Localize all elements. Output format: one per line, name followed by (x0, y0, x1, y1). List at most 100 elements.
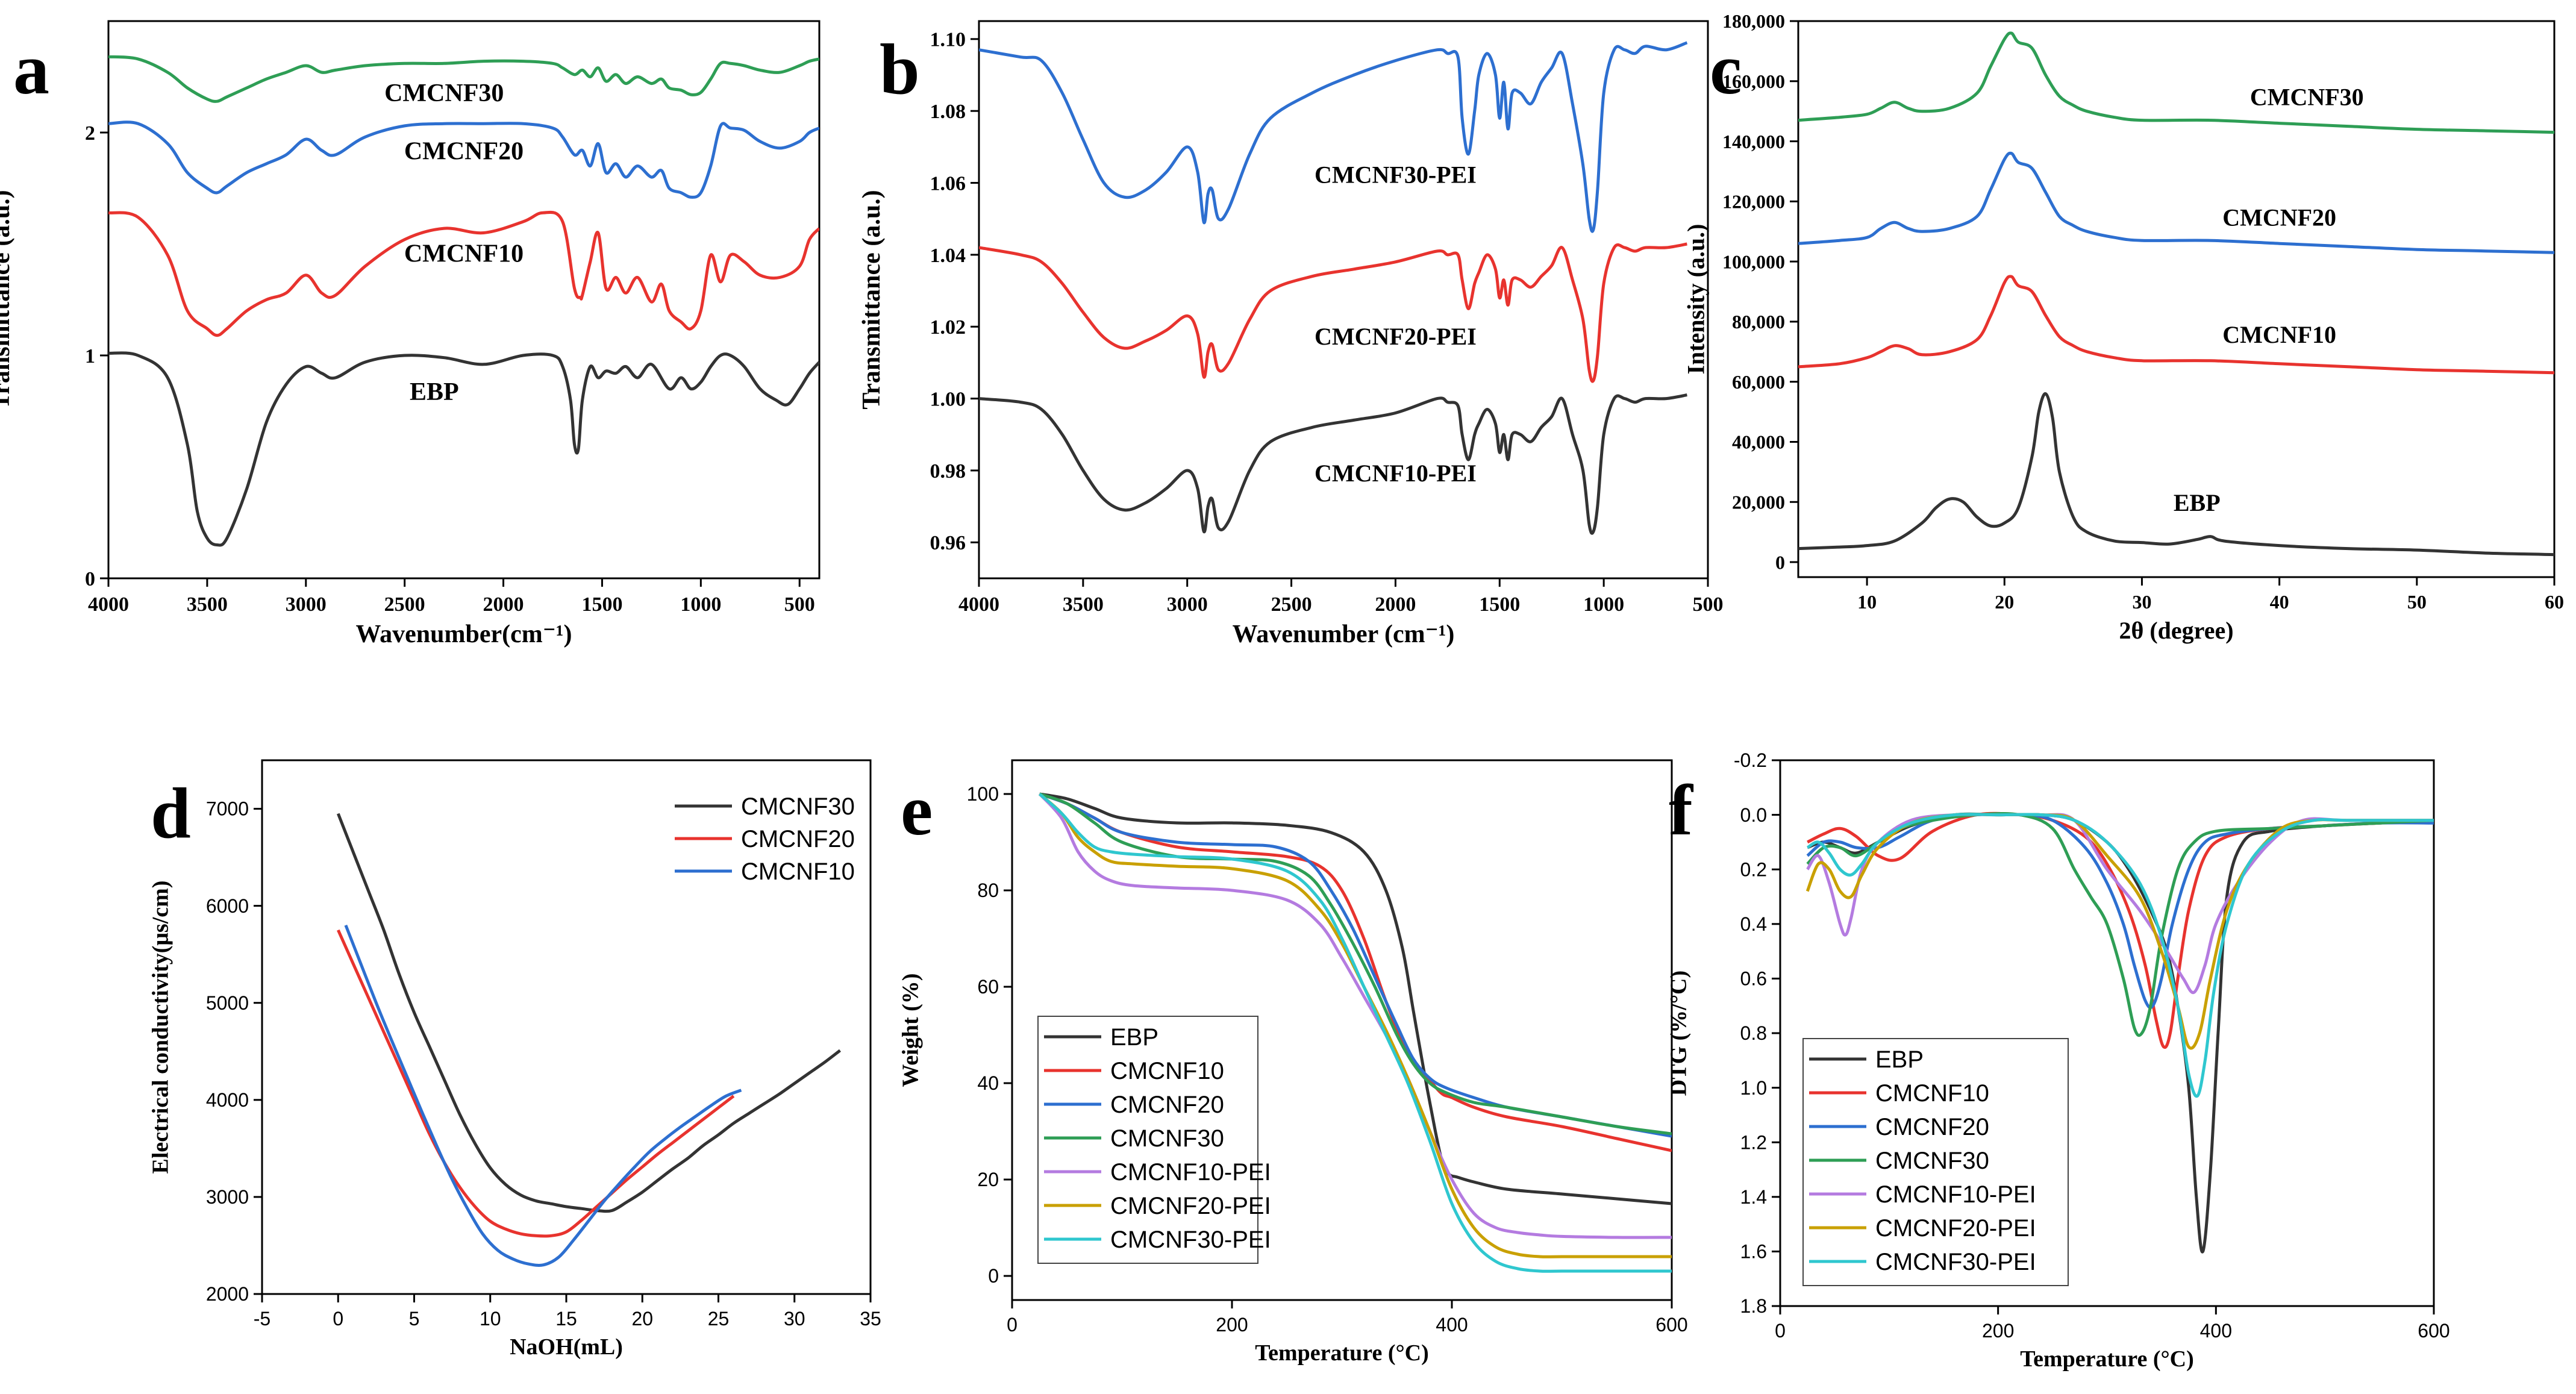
y-tick-label: 1.04 (930, 245, 966, 267)
x-tick-label: 3500 (187, 593, 228, 616)
y-tick-label: 4000 (206, 1089, 249, 1111)
x-tick-label: 0 (1007, 1314, 1018, 1336)
panel-letter: a (13, 29, 49, 109)
x-tick-label: 35 (860, 1308, 881, 1330)
x-tick-label: -5 (254, 1308, 270, 1330)
x-tick-label: 500 (1693, 593, 1724, 616)
series-annotation: EBP (2174, 489, 2221, 516)
legend-frame (1037, 1016, 1258, 1264)
y-tick-label: 7000 (206, 798, 249, 820)
y-tick-label: 60,000 (1732, 371, 1785, 393)
series-line-cmcnf10-pei (1806, 813, 2434, 995)
y-tick-label: 0 (1775, 551, 1785, 573)
y-tick-label: 0.2 (1740, 858, 1767, 880)
legend-label: CMCNF30-PEI (1875, 1249, 2036, 1275)
legend-label: EBP (1875, 1046, 1924, 1073)
x-tick-label: 2000 (1375, 593, 1416, 616)
y-tick-label: 80 (977, 880, 999, 901)
y-tick-label: 40 (977, 1072, 999, 1094)
legend-label: CMCNF10 (1110, 1058, 1224, 1084)
series-line-cmcnf30-pei (1806, 813, 2434, 1098)
legend-label: CMCNF30 (1110, 1125, 1224, 1152)
y-tick-label: 180,000 (1722, 10, 1785, 32)
series-annotation: CMCNF30-PEI (1315, 161, 1477, 189)
series-line-cmcnf30 (336, 813, 842, 1213)
x-tick-label: 1000 (1583, 593, 1624, 616)
x-tick-label: 2000 (483, 593, 524, 616)
x-tick-label: 4000 (88, 593, 129, 616)
series-line-cmcnf30-pei (1038, 793, 1672, 1273)
panel-e: e 0 200 400 600 0 20 40 60 80 100 Temperature (°C) W… (898, 759, 1688, 1366)
series-line-cmcnf30 (1039, 792, 1672, 1136)
y-tick-label: 80,000 (1732, 311, 1785, 333)
series-line-cmcnf20 (1806, 812, 2434, 1009)
plot-frame (1797, 20, 2556, 578)
panel-d: d -5 0 5 10 15 20 25 30 35 2000 3000 4000 5000 6000 700… (148, 759, 881, 1360)
x-tick-label: 200 (1982, 1320, 2014, 1342)
y-tick-label: 60 (977, 976, 999, 998)
series-line-cmcnf20 (337, 929, 735, 1238)
x-tick-label: 400 (2200, 1320, 2232, 1342)
series-annotation: CMCNF20-PEI (1315, 323, 1477, 350)
x-tick-label: 600 (1655, 1314, 1687, 1336)
series-annotation: CMCNF10 (2222, 321, 2336, 348)
y-tick-label: 1 (85, 345, 95, 367)
x-tick-label: 40 (2270, 591, 2289, 613)
panel-c: c 10 20 30 40 50 60 0 20,000 40,000 60,000 80,000 10… (1683, 10, 2564, 644)
series-line-cmcnf10 (344, 924, 742, 1267)
x-tick-label: 4000 (958, 593, 999, 616)
y-axis-label: Weight (%) (898, 974, 924, 1087)
y-tick-label: 0.0 (1740, 804, 1767, 826)
series-line-cmcnf30 (1806, 812, 2434, 1037)
y-tick-label: 20,000 (1732, 491, 1785, 513)
legend-label: CMCNF20 (1875, 1114, 1989, 1140)
y-tick-label: 1.0 (1740, 1077, 1767, 1099)
series-line-cmcnf20-pei (979, 242, 1687, 383)
x-tick-label: 3000 (286, 593, 327, 616)
y-tick-label: 5000 (206, 992, 249, 1014)
y-axis-label: Intensity (a.u.) (1683, 223, 1710, 374)
x-tick-label: 2500 (384, 593, 425, 616)
series-annotation: CMCNF20 (404, 137, 524, 165)
y-tick-label: 3000 (206, 1186, 249, 1208)
series-annotation: CMCNF20 (2222, 204, 2336, 231)
series-line-cmcnf10 (1807, 811, 2434, 1049)
series-line-cmcnf10 (1798, 275, 2554, 375)
x-tick-label: 500 (784, 593, 815, 616)
x-tick-label: 30 (784, 1308, 805, 1330)
y-tick-label: 1.8 (1740, 1295, 1767, 1317)
panel-letter: f (1669, 770, 1694, 850)
panel-b: b 4000 3500 3000 2500 2000 1500 1000 500 0.96 0.98… (858, 20, 1724, 648)
x-tick-label: 2500 (1271, 593, 1312, 616)
series-line-cmcnf10-pei (1038, 793, 1672, 1239)
x-tick-label: 200 (1216, 1314, 1248, 1336)
y-tick-label: 140,000 (1722, 131, 1785, 152)
series-line-ebp (1798, 392, 2554, 557)
y-tick-label: 0.8 (1740, 1022, 1767, 1044)
panel-letter: e (901, 770, 933, 850)
legend-label: CMCNF10-PEI (1875, 1181, 2036, 1208)
y-tick-label: 1.00 (930, 389, 966, 411)
series-line-cmcnf30 (108, 55, 819, 103)
series-line-cmcnf20-pei (1805, 813, 2434, 1050)
y-axis-label: DTG (%/°C) (1666, 970, 1692, 1096)
series-line-cmcnf10 (108, 210, 819, 337)
panel-letter: d (151, 773, 191, 853)
x-tick-label: 0 (333, 1308, 343, 1330)
y-tick-label: 2 (85, 122, 95, 145)
plot-frame (1011, 759, 1673, 1301)
y-tick-label: -0.2 (1734, 749, 1767, 771)
x-tick-label: 600 (2418, 1320, 2449, 1342)
series-annotation: CMCNF10 (404, 240, 524, 268)
y-tick-label: 0.98 (930, 460, 966, 483)
series-line-cmcnf20 (108, 120, 819, 199)
x-axis-label: Temperature (°C) (2020, 1346, 2194, 1372)
panel-letter: b (880, 29, 920, 109)
x-tick-label: 0 (1775, 1320, 1786, 1342)
series-line-cmcnf30-pei (979, 41, 1688, 233)
panel-a: a 4000 3500 3000 2500 2000 1500 1000 500 0 1 2 Waven… (0, 20, 821, 648)
x-tick-label: 1000 (680, 593, 721, 616)
x-tick-label: 1500 (1479, 593, 1520, 616)
series-annotation: CMCNF30 (384, 80, 504, 107)
